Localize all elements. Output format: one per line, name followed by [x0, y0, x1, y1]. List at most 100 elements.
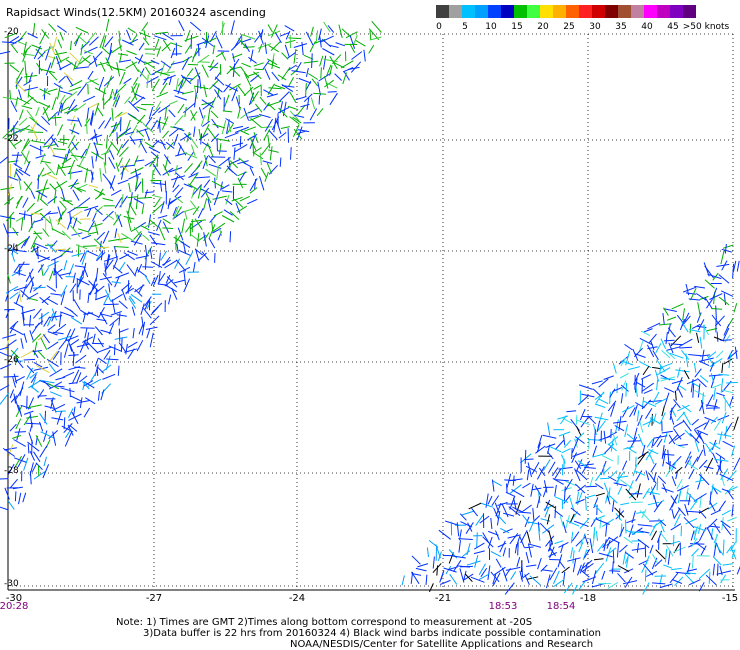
wind-barb	[106, 358, 119, 361]
wind-barb	[118, 127, 132, 137]
wind-barb	[595, 391, 605, 404]
wind-barb	[0, 478, 9, 480]
wind-barb	[166, 276, 178, 288]
wind-barb	[502, 528, 513, 534]
wind-barb	[29, 413, 33, 428]
wind-barb	[708, 374, 723, 377]
wind-barb	[698, 527, 707, 542]
legend-swatch	[618, 5, 631, 18]
wind-barb	[729, 395, 734, 407]
wind-barb	[593, 515, 606, 521]
wind-barb	[635, 384, 638, 397]
wind-barb	[291, 70, 306, 74]
wind-barb	[613, 420, 627, 424]
wind-barb	[705, 457, 714, 472]
wind-barb	[34, 242, 48, 250]
wind-barb	[658, 518, 665, 533]
wind-barb	[695, 542, 706, 551]
wind-barb	[64, 108, 78, 114]
wind-barb	[579, 517, 590, 529]
wind-barb	[23, 333, 28, 343]
wind-barb	[615, 510, 625, 520]
wind-barb	[95, 295, 107, 301]
wind-barb	[189, 21, 202, 32]
wind-barb	[315, 30, 319, 44]
wind-barb	[619, 544, 628, 553]
wind-barb	[216, 165, 219, 180]
wind-barb	[127, 217, 132, 231]
wind-barb	[506, 473, 512, 489]
wind-barb	[55, 385, 65, 388]
wind-barb	[100, 389, 105, 401]
wind-barb	[94, 222, 99, 235]
wind-barb	[733, 457, 740, 471]
wind-barb	[656, 477, 659, 491]
wind-barb	[647, 501, 660, 506]
wind-barb	[626, 433, 635, 440]
wind-barb	[71, 123, 76, 135]
wind-barb	[348, 66, 360, 70]
legend-label: 30	[589, 22, 601, 32]
wind-barb	[591, 570, 597, 585]
wind-barb	[487, 565, 491, 580]
wind-barb	[285, 30, 291, 40]
wind-barb	[37, 389, 45, 399]
wind-barb	[81, 250, 88, 265]
wind-barb	[118, 328, 129, 333]
wind-barb	[53, 268, 63, 280]
wind-barb	[719, 473, 734, 481]
wind-barb	[82, 381, 90, 390]
wind-barb	[274, 32, 282, 44]
wind-barb	[140, 303, 145, 316]
wind-barb	[58, 338, 68, 350]
wind-barb	[149, 154, 159, 167]
wind-barb	[192, 184, 202, 196]
wind-barb	[10, 327, 24, 336]
wind-barb	[111, 108, 114, 121]
wind-barb	[68, 382, 78, 385]
wind-barb	[49, 183, 57, 191]
wind-barb	[203, 198, 208, 211]
legend-swatch	[436, 5, 449, 18]
wind-barb	[268, 164, 278, 175]
wind-barb	[493, 566, 506, 576]
wind-barb	[111, 299, 116, 313]
wind-barb	[7, 463, 15, 475]
wind-barb	[721, 389, 734, 394]
wind-barb	[108, 181, 115, 191]
wind-barb	[63, 72, 74, 81]
wind-barb	[207, 108, 211, 122]
wind-barb	[203, 179, 211, 188]
wind-barb	[225, 194, 230, 205]
legend-label: >50 knots	[682, 22, 730, 32]
legend-swatch	[592, 5, 605, 18]
wind-barb	[681, 321, 689, 333]
wind-barb	[23, 457, 29, 471]
wind-barb	[541, 569, 553, 572]
wind-barb	[211, 180, 224, 188]
wind-barb	[620, 502, 630, 506]
wind-barb	[632, 349, 639, 362]
wind-barb	[668, 342, 674, 354]
wind-barb	[47, 55, 58, 60]
wind-barb	[144, 222, 155, 228]
wind-barb	[550, 446, 562, 453]
wind-barb	[92, 212, 97, 222]
wind-barb	[685, 518, 698, 525]
wind-barb	[53, 180, 68, 190]
wind-barb	[491, 479, 495, 492]
wind-barb	[690, 288, 697, 301]
wind-barb	[118, 39, 122, 52]
wind-barb	[58, 75, 66, 83]
wind-barb	[603, 539, 607, 552]
wind-barb	[207, 198, 212, 212]
wind-barb	[198, 107, 204, 119]
wind-barb	[723, 293, 727, 306]
wind-barb	[80, 44, 83, 56]
wind-barb	[12, 249, 27, 253]
wind-barb	[48, 23, 57, 32]
wind-barb	[236, 205, 248, 213]
wind-barb	[76, 55, 84, 69]
wind-barb	[23, 86, 39, 91]
wind-barb	[699, 495, 702, 508]
